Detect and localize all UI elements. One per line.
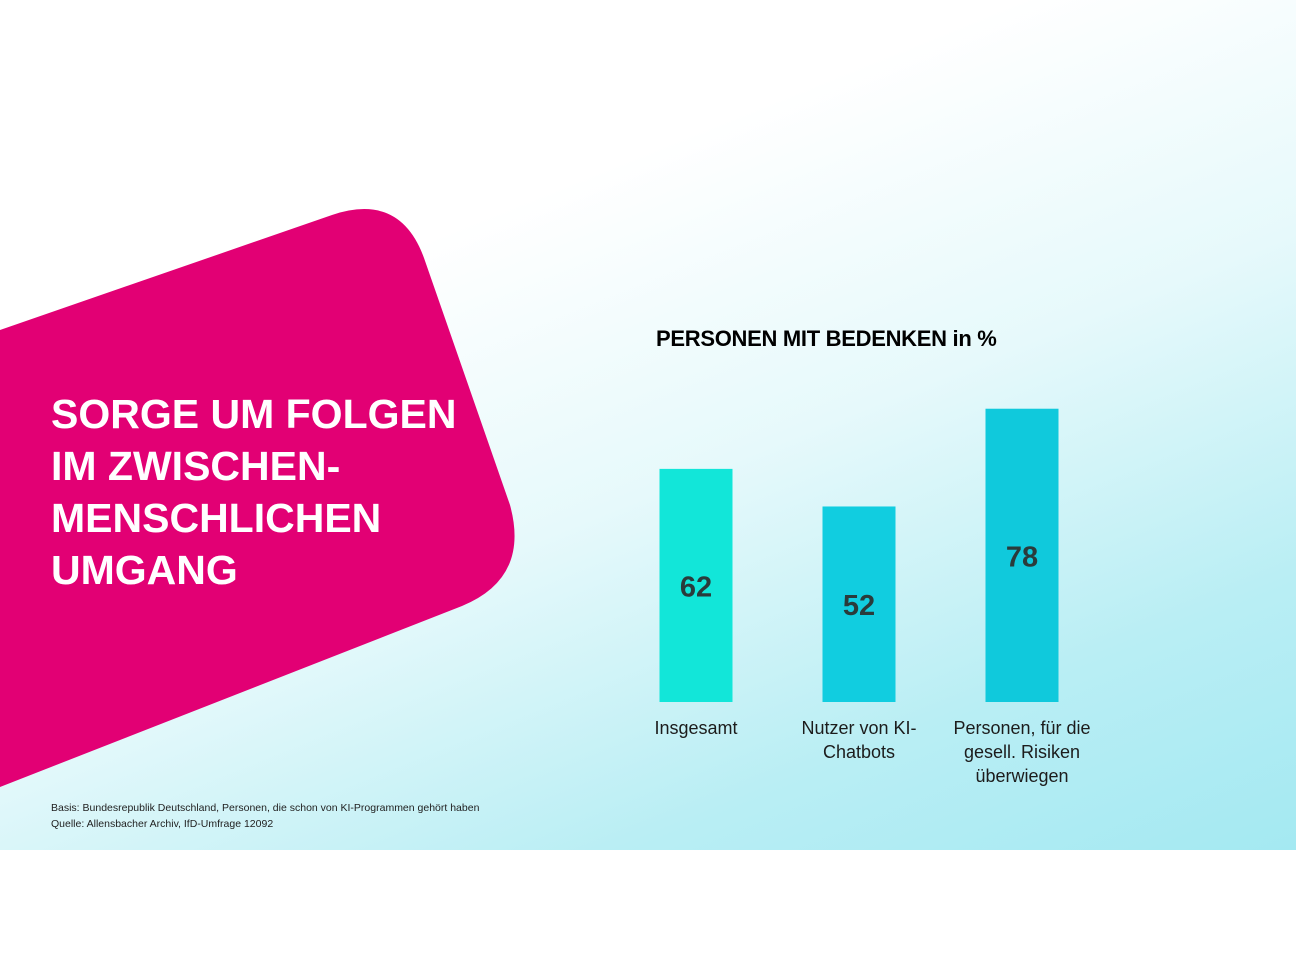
bar [822,506,896,702]
bar-value-label: 78 [1006,541,1038,573]
bar [985,408,1059,702]
footnote: Basis: Bundesrepublik Deutschland, Perso… [51,800,479,832]
headline-line: SORGE UM FOLGEN [51,391,457,437]
footnote-source: Quelle: Allensbacher Archiv, IfD-Umfrage… [51,818,274,830]
category-label-line: gesell. Risiken [963,742,1081,762]
chart-title: PERSONEN MIT BEDENKEN in % [656,326,997,351]
headline-line: UMGANG [51,547,238,593]
category-label-line: überwiegen [975,766,1069,786]
bar-value-label: 52 [843,590,875,622]
headline-line: MENSCHLICHEN [51,495,382,541]
bar-chart: 62 52 78 [659,408,1059,702]
category-label-line: Insgesamt [654,718,738,738]
category-label: Personen, für die gesell. Risiken überwieg… [927,716,1117,788]
category-label-line: Nutzer von KI- [801,718,917,738]
slide-background: SORGE UM FOLGEN IM ZWISCHEN- MENSCHLICHE… [0,0,1296,850]
magenta-accent-shape [0,209,515,788]
headline: SORGE UM FOLGEN IM ZWISCHEN- MENSCHLICHE… [51,388,471,596]
category-label-line: Chatbots [822,742,896,762]
category-label: Nutzer von KI- Chatbots [764,716,954,764]
footnote-basis: Basis: Bundesrepublik Deutschland, Perso… [51,802,480,814]
bar-value-label: 62 [680,571,712,603]
headline-line: IM ZWISCHEN- [51,443,341,489]
bar [659,468,733,702]
category-label-line: Personen, für die [953,718,1091,738]
category-label: Insgesamt [601,716,791,740]
